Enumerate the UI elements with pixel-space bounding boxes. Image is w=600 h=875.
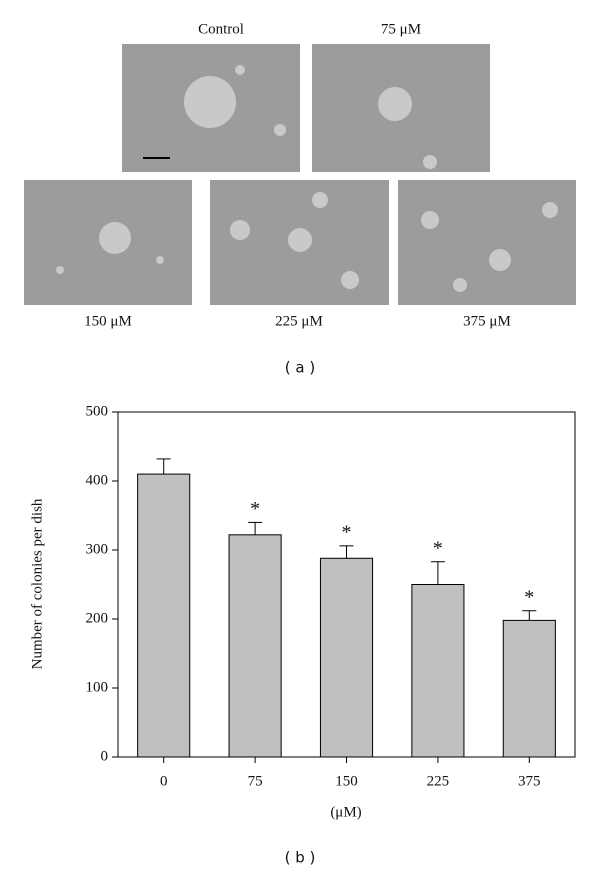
significance-marker: * [524,586,534,608]
y-tick-label: 500 [86,403,109,419]
y-axis-label: Number of colonies per dish [29,498,45,669]
bar [319,557,374,758]
x-tick-label: 375 [518,773,541,789]
micrograph-375 [398,180,576,305]
micrograph-150 [24,180,192,305]
bar [228,534,282,758]
significance-marker: * [342,521,352,543]
image-label: 150 μM [84,313,132,329]
y-tick-label: 300 [86,541,109,557]
x-tick-label: 0 [160,773,168,789]
image-label: 225 μM [275,313,323,329]
significance-marker: * [433,537,443,559]
micrograph-75 [312,44,490,172]
image-label: Control [198,21,244,37]
x-tick-label: 225 [427,773,450,789]
image-label: 375 μM [463,313,511,329]
bar [411,584,465,758]
significance-marker: * [250,498,260,520]
x-axis-label: (μM) [330,804,361,820]
x-tick-label: 75 [248,773,263,789]
micrograph-control [122,44,300,172]
panel-caption: ( b ) [285,849,316,867]
image-label: 75 μM [381,21,421,37]
bar [502,619,556,758]
panel-caption: ( a ) [285,359,315,377]
bar [137,473,191,758]
y-tick-label: 100 [86,679,109,695]
y-tick-label: 0 [101,748,109,764]
y-tick-label: 200 [86,610,109,626]
x-tick-label: 150 [335,773,358,789]
micrograph-225 [210,180,389,305]
y-tick-label: 400 [86,472,109,488]
